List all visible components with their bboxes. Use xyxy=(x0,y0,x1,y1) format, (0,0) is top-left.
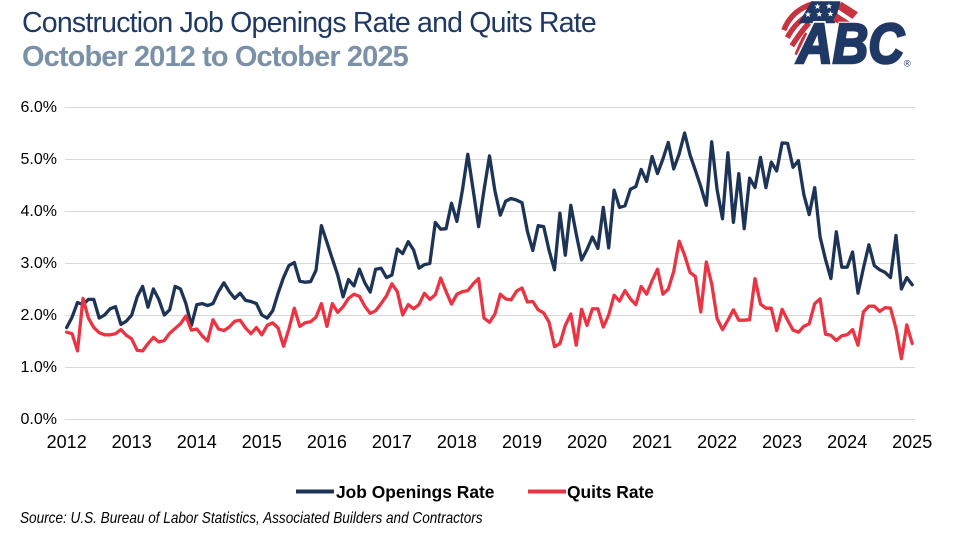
svg-text:ABC: ABC xyxy=(795,12,904,70)
svg-text:®: ® xyxy=(904,59,911,70)
svg-text:ABC: ABC xyxy=(795,12,904,70)
svg-text:ABC: ABC xyxy=(795,12,904,70)
